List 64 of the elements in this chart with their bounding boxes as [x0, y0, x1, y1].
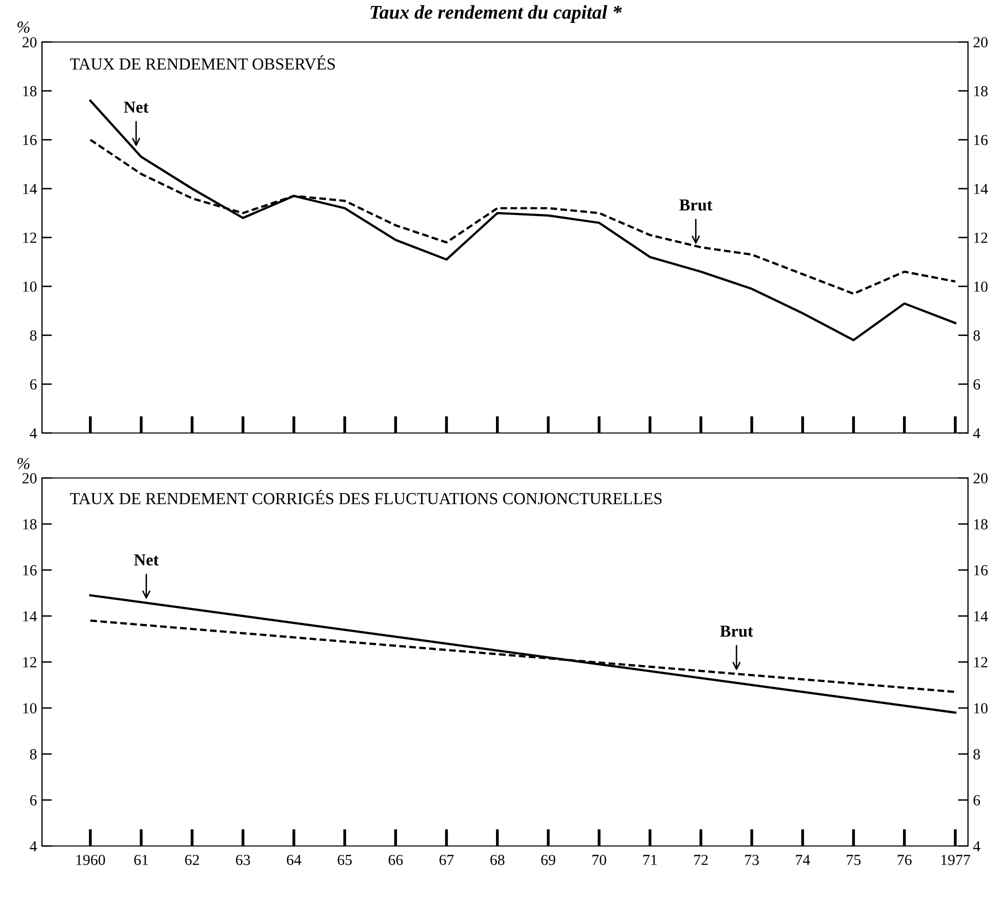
x-tick-label: 65 [338, 854, 352, 866]
x-tick-label: 64 [286, 854, 302, 866]
y2-tick-label: 12 [974, 657, 988, 668]
y2-tick-label: 8 [973, 749, 980, 760]
y-axis-title: % [17, 458, 30, 470]
y-tick-label: 18 [23, 519, 37, 530]
y-tick-label: 14 [23, 611, 37, 622]
y-tick-label: 16 [23, 134, 37, 146]
y2-tick-label: 14 [974, 184, 988, 194]
y2-tick-label: 18 [974, 519, 988, 530]
y-tick-label: 14 [23, 184, 37, 194]
annotation: Brut [720, 626, 754, 637]
x-tick-label: 70 [592, 854, 606, 866]
y2-tick-label: 10 [974, 282, 988, 292]
x-tick-label: 66 [388, 854, 403, 866]
annotation: Net [124, 102, 149, 113]
x-tick-label: 61 [134, 854, 148, 866]
y2-tick-label: 20 [974, 37, 988, 48]
y-tick-label: 20 [22, 37, 37, 48]
x-tick-label: 68 [490, 854, 504, 866]
text: TAUX DE RENDEMENT CORRIGÉS DES FLUCTUATIONS CONJONCTURELLES [70, 490, 662, 504]
y2-tick-label: 6 [974, 379, 980, 390]
y-tick-label: 4 [30, 841, 37, 852]
y2-tick-label: 4 [973, 428, 980, 438]
x-tick-label: 67 [440, 854, 454, 866]
y-tick-label: 16 [23, 565, 37, 576]
y-axis-title: % [17, 22, 30, 33]
annotation: Brut [679, 199, 712, 211]
y2-tick-label: 6 [974, 795, 980, 806]
text: TAUX DE RENDEMENT OBSERVÉS [70, 55, 335, 70]
y-tick-label: 10 [23, 282, 37, 292]
y-tick-label: 20 [22, 473, 37, 484]
y2-tick-label: 8 [973, 330, 980, 341]
chart-title: Taux de rendement du capital * [370, 5, 622, 23]
y-tick-label: 18 [23, 86, 37, 96]
y2-tick-label: 18 [974, 86, 988, 96]
x-tick-label: 62 [185, 854, 199, 866]
y2-tick-label: 12 [974, 232, 988, 243]
y-tick-label: 4 [30, 428, 37, 438]
x-tick-label: 73 [745, 854, 759, 866]
x-tick-label: 71 [643, 854, 657, 865]
y-tick-label: 8 [30, 330, 37, 341]
y2-tick-label: 20 [974, 473, 988, 484]
y-tick-label: 8 [30, 749, 37, 760]
x-tick-label: 63 [236, 854, 250, 866]
x-tick-label: 72 [694, 854, 708, 865]
y2-tick-label: 14 [974, 611, 988, 622]
y2-tick-label: 16 [974, 134, 988, 146]
x-tick-label: 75 [846, 854, 861, 866]
line-series [89, 100, 956, 342]
x-tick-label: 74 [796, 854, 810, 865]
y2-tick-label: 16 [974, 565, 988, 576]
y2-tick-label: 4 [973, 841, 980, 852]
annotation: Net [134, 554, 159, 566]
y-tick-label: 10 [23, 703, 37, 714]
y-tick-label: 12 [23, 657, 36, 668]
y-tick-label: 6 [30, 795, 37, 806]
y-tick-label: 6 [30, 379, 37, 390]
y-tick-label: 12 [23, 232, 36, 243]
x-tick-label: 69 [541, 854, 556, 866]
x-tick-label: 1977 [941, 854, 970, 866]
x-tick-label: 1960 [76, 854, 106, 866]
y2-tick-label: 10 [974, 703, 988, 714]
x-tick-label: 76 [898, 854, 912, 866]
